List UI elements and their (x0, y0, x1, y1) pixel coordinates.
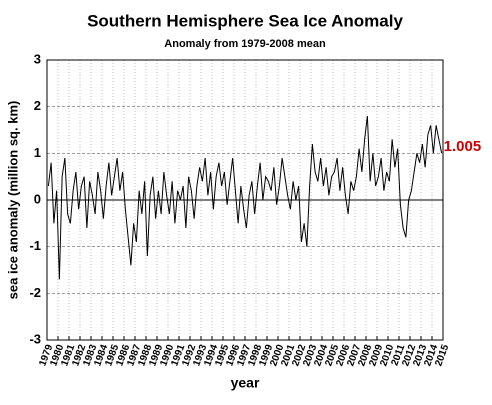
annotation: 1.005 (444, 138, 482, 155)
y-tick-label: 1 (34, 145, 41, 160)
y-tick-label: 2 (34, 98, 41, 113)
y-tick-label: -3 (29, 331, 41, 346)
y-tick-label: 0 (34, 191, 41, 206)
chart-subtitle: Anomaly from 1979-2008 mean (164, 38, 326, 50)
y-axis-label: sea ice anomaly (million sq. km) (5, 101, 20, 300)
chart-title: Southern Hemisphere Sea Ice Anomaly (87, 11, 403, 30)
data-line (47, 115, 443, 280)
y-tick-label: -2 (29, 285, 41, 300)
y-tick-label: -1 (29, 238, 41, 253)
y-tick-label: 3 (34, 51, 41, 66)
x-axis-label: year (231, 375, 260, 391)
plot-frame (46, 59, 444, 341)
